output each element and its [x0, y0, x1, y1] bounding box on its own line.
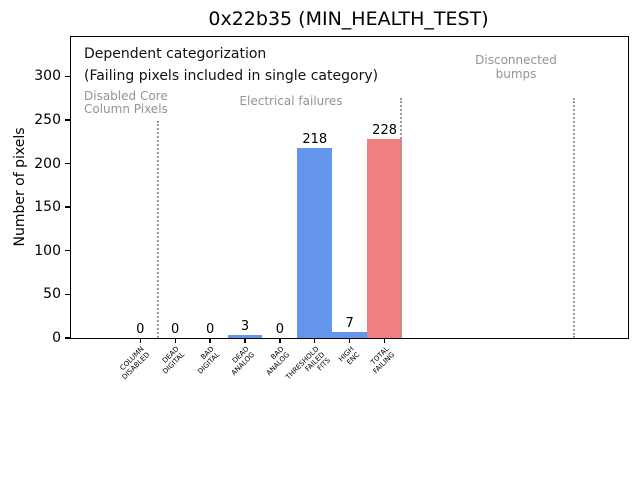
y-tick-label: 50 [43, 286, 61, 303]
bar-value-label: 3 [240, 319, 250, 335]
x-tick [314, 338, 316, 343]
bar-value-label: 0 [275, 322, 285, 337]
bar-value-label: 228 [372, 123, 397, 139]
x-tick [383, 338, 386, 343]
annotation-dependent-categorization-line2: (Failing pixels included in single categ… [84, 68, 379, 84]
annotation-disconnected-bumps-line1: Disconnected [475, 53, 557, 67]
x-tick [244, 338, 246, 343]
y-tick [65, 75, 70, 77]
y-tick-label: 200 [34, 155, 61, 172]
x-tick [174, 338, 176, 343]
annotation-disconnected-bumps-line2: bumps [495, 67, 537, 81]
bar [367, 139, 403, 338]
bar-value-label: 0 [136, 322, 145, 337]
annotation-disabled-core-line1: Disabled Core [84, 89, 168, 103]
chart-title: 0x22b35 (MIN_HEALTH_TEST) [208, 8, 489, 30]
y-tick-label: 250 [34, 111, 61, 128]
x-tick [139, 338, 141, 343]
annotation-disconnected-bumps: Disconnected bumps [446, 53, 586, 81]
y-tick-label: 0 [52, 330, 61, 346]
bar [332, 331, 368, 338]
bar-value-label: 0 [205, 322, 215, 337]
plot-area: Dependent categorization (Failing pixels… [34, 36, 629, 381]
bar [227, 335, 263, 338]
bar [297, 147, 333, 338]
x-tick [349, 338, 351, 343]
y-tick-label: 300 [34, 68, 61, 85]
y-tick [65, 119, 70, 121]
bar-value-label: 218 [302, 131, 328, 147]
y-tick-label: 100 [34, 242, 61, 259]
group-separator-line [573, 98, 575, 338]
annotation-electrical-failures: Electrical failures [239, 94, 343, 108]
bar-value-label: 0 [171, 322, 180, 337]
x-tick [209, 338, 211, 343]
y-tick [65, 250, 70, 252]
annotation-dependent-categorization-line1: Dependent categorization [84, 46, 267, 62]
y-tick [65, 337, 70, 339]
y-tick-label: 150 [34, 199, 61, 216]
group-separator-line [157, 121, 159, 338]
y-tick [65, 206, 70, 208]
x-tick [279, 338, 281, 343]
annotation-disabled-core-line2: Column Pixels [84, 102, 168, 116]
y-tick [65, 293, 70, 296]
group-separator-line [400, 98, 402, 338]
bar-value-label: 7 [345, 315, 354, 331]
y-tick [65, 162, 70, 165]
